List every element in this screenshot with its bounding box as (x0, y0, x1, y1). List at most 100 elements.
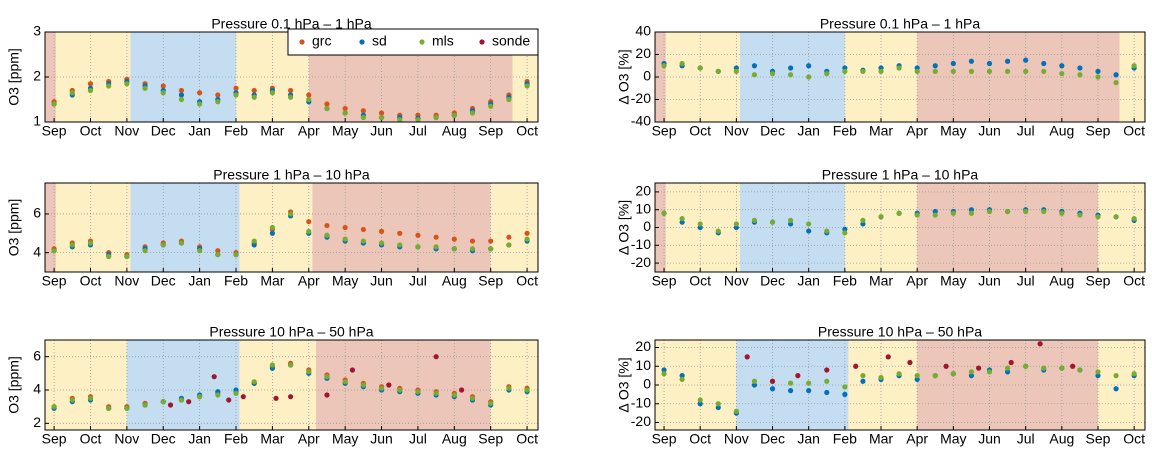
legend-label: sonde (492, 33, 530, 49)
data-point (907, 359, 913, 366)
data-point (968, 68, 975, 74)
data-point (469, 238, 476, 244)
data-point (1004, 369, 1011, 375)
data-point (124, 405, 130, 411)
season-band (655, 183, 666, 272)
season-band (848, 340, 918, 430)
data-point (860, 221, 866, 227)
data-point (87, 81, 94, 87)
x-tick-label: Apr (906, 123, 928, 139)
data-point (251, 379, 257, 385)
data-point (950, 371, 956, 377)
x-tick-label: Sep (42, 273, 67, 289)
x-tick-label: Oct (516, 431, 538, 447)
data-point (896, 210, 902, 216)
data-point (197, 248, 203, 254)
x-tick-label: Jan (797, 431, 820, 447)
data-point (1041, 60, 1047, 67)
data-point (824, 228, 830, 234)
data-point (160, 90, 166, 96)
data-point (215, 92, 221, 98)
y-axis-label: O3 [ppm] (6, 48, 22, 106)
data-point (215, 392, 221, 398)
data-point (1077, 65, 1083, 71)
data-point (306, 96, 312, 103)
data-point (215, 248, 221, 254)
data-point (751, 63, 758, 69)
data-point (342, 236, 348, 242)
data-point (968, 58, 975, 64)
data-point (1004, 68, 1011, 74)
data-point (679, 60, 685, 67)
data-point (806, 221, 812, 227)
y-tick-label: 20 (635, 183, 651, 199)
data-point (968, 207, 975, 213)
data-point (1041, 365, 1047, 371)
data-point (324, 222, 330, 229)
chart-title: Pressure 0.1 hPa – 1 hPa (820, 16, 981, 32)
data-point (842, 226, 848, 232)
data-point (306, 369, 312, 375)
data-point (968, 369, 975, 375)
data-point (1059, 63, 1065, 69)
y-axis-label: Δ O3 [%] (616, 200, 632, 255)
data-point (269, 224, 275, 231)
data-point (896, 371, 902, 377)
season-band (130, 183, 240, 272)
data-point (524, 230, 530, 236)
x-tick-label: Sep (42, 431, 67, 447)
data-point (160, 242, 166, 248)
data-point (233, 92, 239, 98)
data-point (986, 60, 993, 67)
data-point (415, 232, 421, 238)
data-point (769, 378, 776, 384)
x-tick-label: Jun (978, 273, 1001, 289)
data-point (433, 244, 439, 250)
data-point (433, 390, 439, 396)
data-point (360, 114, 366, 121)
x-tick-label: Sep (652, 123, 677, 139)
data-point (397, 117, 403, 123)
data-point (124, 81, 130, 87)
y-tick-label: -20 (631, 254, 651, 270)
data-point (1004, 365, 1011, 371)
data-point (1077, 212, 1083, 218)
data-point (1095, 369, 1101, 375)
data-point (842, 68, 848, 74)
data-point (744, 354, 750, 360)
plot-frame (654, 182, 1146, 273)
x-tick-label: Apr (906, 431, 928, 447)
x-tick-label: Nov (724, 273, 749, 289)
data-point (661, 367, 667, 373)
data-point (360, 226, 366, 233)
data-point (397, 230, 403, 236)
data-point (1070, 363, 1076, 369)
season-band (45, 183, 56, 272)
data-point (378, 228, 385, 234)
data-point (451, 392, 457, 398)
data-point (186, 399, 192, 405)
x-tick-label: Nov (114, 431, 139, 447)
data-point (488, 246, 494, 252)
legend-label: mls (432, 33, 454, 49)
data-point (751, 72, 758, 78)
data-point (697, 65, 703, 71)
data-point (251, 87, 257, 94)
x-tick-label: Aug (1049, 431, 1074, 447)
data-point (69, 397, 75, 403)
data-point (506, 234, 512, 240)
data-point (661, 371, 667, 377)
x-tick-label: Nov (724, 431, 749, 447)
x-tick-label: Jun (370, 273, 393, 289)
plot-frame (654, 31, 1146, 123)
data-point (679, 373, 685, 379)
y-axis-label: Δ O3 [%] (616, 357, 632, 412)
legend-label: grc (312, 33, 331, 49)
data-point (215, 251, 221, 258)
data-point (932, 208, 938, 215)
x-tick-label: Sep (478, 123, 503, 139)
x-tick-label: Feb (224, 431, 248, 447)
x-tick-label: Oct (1123, 431, 1145, 447)
season-band (490, 183, 538, 272)
data-point (806, 388, 812, 394)
